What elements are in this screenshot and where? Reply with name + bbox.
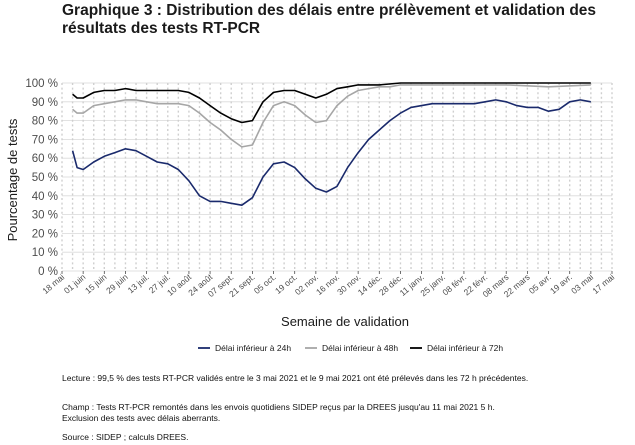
y-tick-label: 80 %: [32, 116, 58, 128]
series-line-3: [72, 82, 591, 124]
x-tick-label: 03 mai: [569, 272, 595, 296]
y-axis: 0 % 10 % 20 % 30 % 40 % 50 % 60 % 70 % 80 % 90 % 1…: [25, 78, 58, 278]
x-tick-label: 19 avr.: [548, 272, 574, 296]
source-note: Source : SIDEP ; calculs DREES.: [62, 432, 189, 442]
series-line-2: [72, 84, 591, 148]
x-axis-title: Semaine de validation: [281, 314, 409, 329]
y-tick-label: 50 %: [32, 172, 58, 184]
y-tick-label: 40 %: [32, 191, 58, 203]
y-tick-label: 10 %: [32, 247, 58, 259]
y-tick-label: 30 %: [32, 210, 58, 222]
x-tick-label: 01 juin: [62, 272, 88, 296]
y-tick-label: 90 %: [32, 97, 58, 109]
series-lines: [71, 82, 591, 206]
series-line-1: [71, 99, 591, 206]
legend-label: Délai inférieur à 48h: [322, 343, 398, 353]
y-tick-label: 70 %: [32, 134, 58, 146]
legend-label: Délai inférieur à 72h: [427, 343, 503, 353]
y-axis-title: Pourcentage de tests: [5, 118, 20, 241]
y-tick-label: 20 %: [32, 228, 58, 240]
legend-label: Délai inférieur à 24h: [215, 343, 291, 353]
y-tick-label: 100 %: [25, 78, 58, 90]
x-tick-label: 15 juin: [83, 272, 109, 296]
x-tick-label: 17 mai: [590, 272, 616, 296]
y-tick-label: 60 %: [32, 153, 58, 165]
exclusion-note: Exclusion des tests avec délais aberrant…: [62, 413, 221, 423]
x-tick-label: 29 juin: [104, 272, 130, 296]
x-tick-label: 05 avr.: [527, 272, 553, 296]
lecture-note: Lecture : 99,5 % des tests RT-PCR validé…: [62, 373, 529, 383]
champ-note: Champ : Tests RT-PCR remontés dans les e…: [62, 402, 495, 412]
x-tick-label: 05 oct.: [252, 272, 278, 296]
x-tick-label: 13 juil.: [126, 272, 151, 295]
grid: [61, 82, 613, 272]
chart-title: Graphique 3 : Distribution des délais en…: [62, 2, 597, 37]
y-tick-label: 0 %: [38, 266, 58, 278]
legend: Délai inférieur à 24h Délai inférieur à 4…: [198, 343, 503, 353]
